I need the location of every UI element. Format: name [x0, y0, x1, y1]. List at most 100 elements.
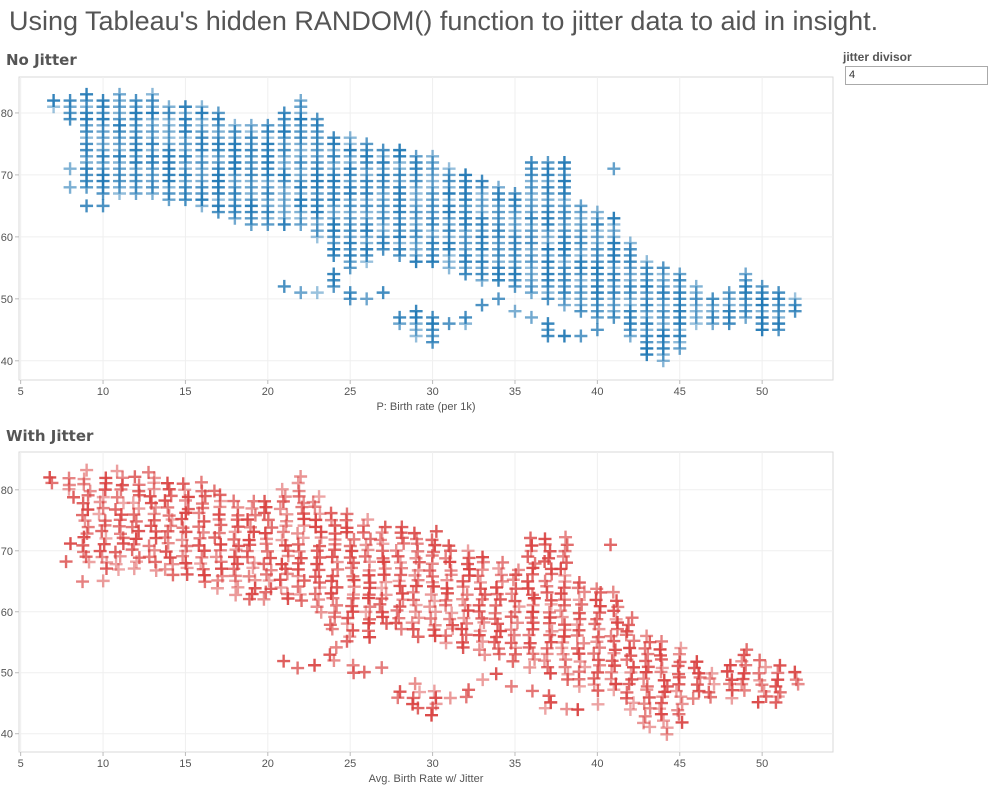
jitter-divisor-input[interactable]: 4 — [845, 66, 988, 85]
data-point — [428, 618, 442, 632]
data-point — [545, 624, 559, 638]
data-point — [43, 470, 57, 484]
data-point — [590, 323, 604, 337]
data-point — [345, 599, 359, 613]
data-point — [674, 641, 688, 655]
sheet-title-no-jitter: No Jitter — [6, 51, 77, 69]
data-point — [261, 180, 275, 194]
data-point — [572, 623, 586, 637]
with-jitter-chart[interactable]: 5 10 15 20 25 30 35 40 45 50 40 50 60 70 80 Avg. Birth … — [0, 0, 840, 795]
data-point — [294, 470, 308, 484]
data-point — [590, 582, 604, 596]
data-point — [278, 490, 292, 504]
data-point — [346, 658, 360, 672]
x-tick-label: 30 — [426, 386, 438, 398]
data-point — [211, 106, 225, 120]
data-point — [427, 684, 441, 698]
data-point — [769, 679, 783, 693]
data-point — [324, 586, 338, 600]
data-point — [574, 329, 588, 343]
data-point — [753, 653, 767, 667]
data-point — [656, 273, 670, 287]
data-point — [393, 600, 407, 614]
data-point — [610, 594, 624, 608]
no-jitter-chart[interactable]: 5 10 15 20 25 30 35 40 45 50 40 50 60 70 80 P: Birth ra… — [0, 0, 840, 420]
data-point — [654, 707, 668, 721]
data-point — [162, 482, 176, 496]
data-point — [426, 149, 440, 163]
y-tick-label: 40 — [1, 356, 13, 368]
data-point — [426, 310, 440, 324]
data-point — [426, 230, 440, 244]
x-tick-label: 50 — [756, 758, 768, 770]
data-point — [524, 267, 538, 281]
data-point — [494, 568, 508, 582]
data-point — [245, 587, 259, 601]
data-point — [607, 236, 621, 250]
data-point — [442, 168, 456, 182]
data-point — [542, 689, 556, 703]
data-point — [312, 563, 326, 577]
data-point — [558, 544, 572, 558]
data-point — [473, 624, 487, 638]
data-point — [442, 162, 456, 176]
data-point — [275, 557, 289, 571]
data-point — [655, 634, 669, 648]
data-point — [78, 514, 92, 528]
data-point — [294, 217, 308, 231]
data-point — [442, 255, 456, 269]
data-point — [241, 513, 255, 527]
data-point — [229, 588, 243, 602]
data-point — [508, 304, 522, 318]
y-tick-label: 60 — [1, 607, 13, 619]
data-point — [739, 267, 753, 281]
x-tick-label: 40 — [591, 758, 603, 770]
data-point — [162, 100, 176, 114]
data-point — [393, 310, 407, 324]
data-point — [327, 211, 341, 225]
data-point — [740, 643, 754, 657]
data-point — [769, 695, 783, 709]
data-point — [147, 482, 161, 496]
data-point — [669, 684, 683, 698]
data-point — [281, 587, 295, 601]
data-point — [574, 199, 588, 213]
data-point — [129, 94, 143, 108]
data-point — [242, 569, 256, 583]
data-point — [178, 483, 192, 497]
data-point — [379, 575, 393, 589]
y-tick-label: 40 — [1, 729, 13, 741]
data-point — [110, 490, 124, 504]
data-point — [409, 242, 423, 256]
data-point — [788, 292, 802, 306]
data-point — [590, 230, 604, 244]
data-point — [590, 205, 604, 219]
data-point — [209, 550, 223, 564]
data-point — [521, 574, 535, 588]
data-point — [114, 527, 128, 541]
data-point — [572, 576, 586, 590]
data-point — [408, 605, 422, 619]
data-point — [460, 588, 474, 602]
data-point — [660, 721, 674, 735]
data-point — [561, 667, 575, 681]
data-point — [96, 94, 110, 108]
data-point — [525, 539, 539, 553]
data-point — [262, 574, 276, 588]
data-point — [363, 600, 377, 614]
data-point — [59, 555, 73, 569]
data-point — [458, 598, 472, 612]
data-point — [346, 569, 360, 583]
data-point — [181, 490, 195, 504]
data-point — [442, 199, 456, 213]
data-point — [641, 647, 655, 661]
data-point — [132, 478, 146, 492]
data-point — [607, 683, 621, 697]
data-point — [260, 544, 274, 558]
data-point — [439, 551, 453, 565]
data-point — [392, 574, 406, 588]
data-point — [574, 279, 588, 293]
data-point — [541, 156, 555, 170]
data-point — [456, 574, 470, 588]
data-point — [444, 564, 458, 578]
